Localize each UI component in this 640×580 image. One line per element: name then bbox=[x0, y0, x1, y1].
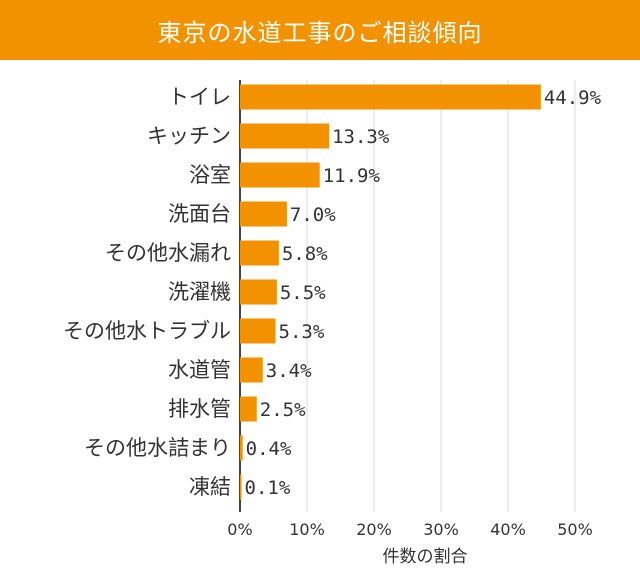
bars bbox=[240, 84, 541, 500]
bar-chart: 0% 10% 20% 30% 40% 50% トイレ 44.9% キッチン 13.3% 浴室 11.9… bbox=[63, 80, 602, 567]
value-label: 11.9% bbox=[323, 165, 381, 187]
bar bbox=[240, 318, 276, 344]
bar bbox=[240, 396, 257, 422]
bar bbox=[240, 279, 277, 305]
x-tick-label: 20% bbox=[356, 520, 392, 539]
category-label: 洗濯機 bbox=[168, 280, 231, 304]
x-tick-label: 0% bbox=[227, 520, 252, 539]
category-label: トイレ bbox=[168, 85, 231, 109]
value-label: 2.5% bbox=[260, 399, 306, 421]
value-label: 5.8% bbox=[282, 243, 328, 265]
bar bbox=[240, 123, 330, 149]
x-tick-label: 50% bbox=[557, 520, 593, 539]
chart-title: 東京の水道工事のご相談傾向 bbox=[157, 18, 483, 47]
bar bbox=[240, 162, 320, 188]
category-label: 浴室 bbox=[189, 163, 231, 187]
value-label: 7.0% bbox=[290, 204, 336, 226]
bar bbox=[240, 84, 541, 110]
chart-title-bar: 東京の水道工事のご相談傾向 bbox=[0, 0, 640, 60]
category-label: その他水詰まり bbox=[84, 436, 231, 460]
value-label: 44.9% bbox=[544, 87, 602, 109]
bar bbox=[240, 474, 242, 500]
bar bbox=[240, 240, 279, 266]
category-label: 洗面台 bbox=[168, 202, 231, 226]
value-label: 0.1% bbox=[245, 477, 291, 499]
x-tick-label: 40% bbox=[490, 520, 526, 539]
x-tick-label: 10% bbox=[289, 520, 325, 539]
category-label: キッチン bbox=[147, 124, 231, 148]
category-label: その他水トラブル bbox=[63, 319, 231, 343]
value-label: 5.3% bbox=[279, 321, 325, 343]
x-tick-label: 30% bbox=[423, 520, 459, 539]
value-label: 13.3% bbox=[332, 126, 390, 148]
bar bbox=[240, 201, 287, 227]
value-label: 3.4% bbox=[266, 360, 312, 382]
value-label: 0.4% bbox=[246, 438, 292, 460]
bar bbox=[240, 435, 243, 461]
category-label: 排水管 bbox=[168, 397, 231, 421]
category-label: その他水漏れ bbox=[105, 241, 231, 265]
bar bbox=[240, 357, 263, 383]
x-axis-title: 件数の割合 bbox=[383, 547, 468, 567]
value-label: 5.5% bbox=[280, 282, 326, 304]
category-label: 水道管 bbox=[168, 358, 231, 382]
labels: 0% 10% 20% 30% 40% 50% トイレ 44.9% キッチン 13.3% 浴室 11.9… bbox=[63, 85, 602, 539]
category-label: 凍結 bbox=[189, 475, 231, 499]
